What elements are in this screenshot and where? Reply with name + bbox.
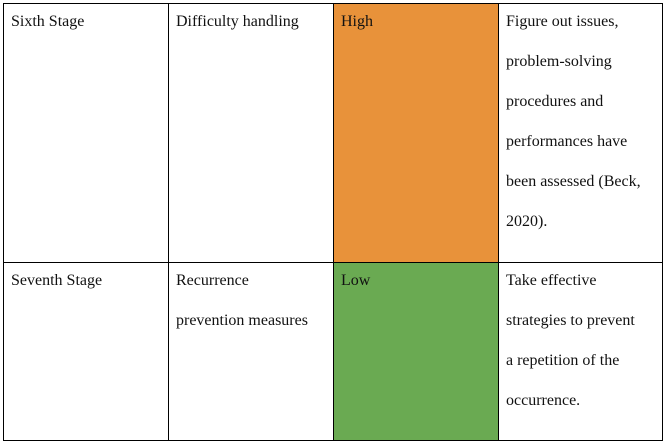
table-cell: Take effective strategies to prevent a rep… (498, 262, 663, 441)
cell-text: occurrence. (506, 392, 581, 409)
table-body: Sixth Stage Difficulty handling High Figure… (3, 3, 663, 441)
table-cell: Difficulty handling (168, 3, 334, 263)
table-cell: High (333, 3, 499, 263)
cell-text: Recurrence (176, 272, 249, 289)
cell-text: Difficulty handling (176, 13, 299, 30)
table: Sixth Stage Difficulty handling High Figure… (3, 3, 663, 441)
cell-text: High (341, 13, 373, 30)
table-cell: Figure out issues, problem-solving procedu… (498, 3, 663, 263)
table-row: Sixth Stage Difficulty handling High Figure… (3, 3, 663, 263)
cell-text: Sixth Stage (11, 13, 85, 30)
cell-text: been assessed (Beck, (506, 173, 641, 190)
table-cell: Seventh Stage (3, 262, 169, 441)
cell-text: Seventh Stage (11, 272, 103, 289)
cell-text: Figure out issues, (506, 13, 619, 30)
cell-text: a repetition of the (506, 352, 620, 369)
table-row: Seventh Stage Recurrence prevention measur… (3, 262, 663, 441)
cell-text: procedures and (506, 93, 604, 110)
cell-text: prevention measures (176, 312, 308, 329)
table-cell: Low (333, 262, 499, 441)
table-cell: Recurrence prevention measures (168, 262, 334, 441)
cell-text: 2020). (506, 213, 548, 230)
cell-text: strategies to prevent (506, 312, 635, 329)
cell-text: Take effective (506, 272, 597, 289)
cell-text: problem-solving (506, 53, 612, 70)
cell-text: performances have (506, 133, 628, 150)
cell-text: Low (341, 272, 371, 289)
table-cell: Sixth Stage (3, 3, 169, 263)
